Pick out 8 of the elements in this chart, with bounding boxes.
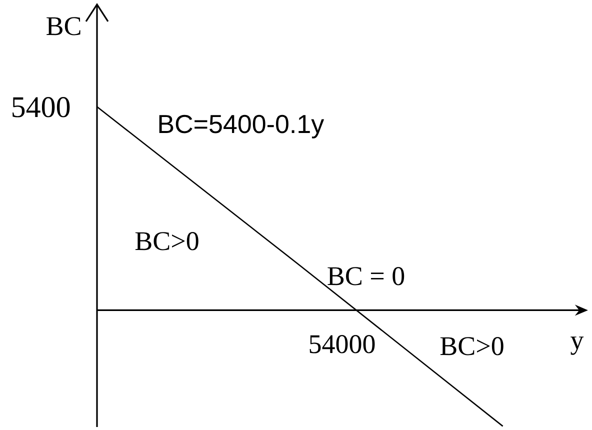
y-axis-title: BC <box>46 17 80 36</box>
annotation: BC>0 <box>440 337 504 356</box>
annotation: 54000 <box>310 335 375 354</box>
x-axis-title: y <box>570 336 584 355</box>
text: 5400 <box>12 97 70 118</box>
annotation: BC = 0 <box>328 267 404 286</box>
annotation: BC=5400-0.1y <box>159 114 324 138</box>
annotation: BC>0 <box>135 232 198 250</box>
